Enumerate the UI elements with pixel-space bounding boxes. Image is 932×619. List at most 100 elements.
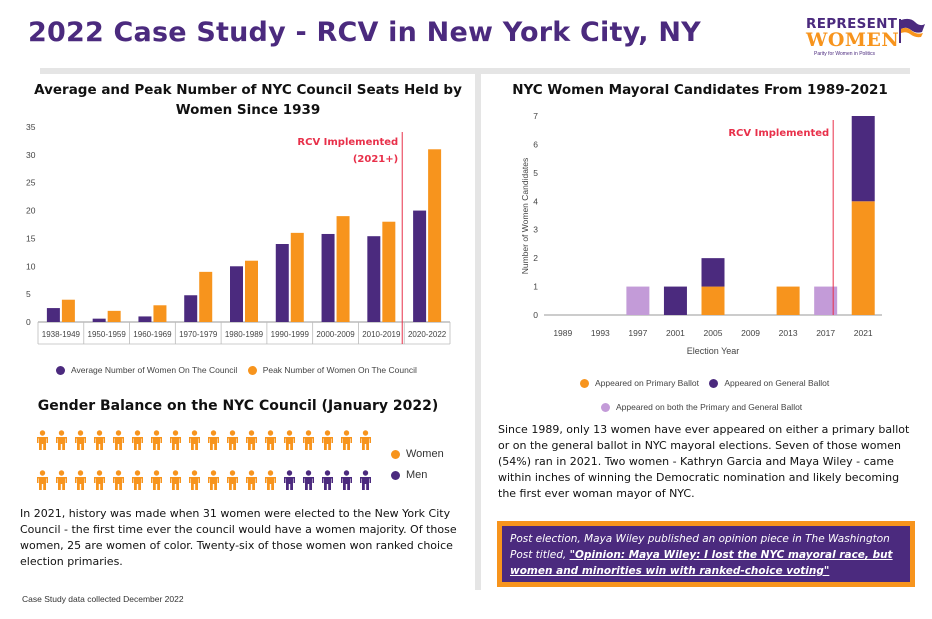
x-tick-label: 2000-2009 bbox=[316, 330, 355, 339]
woman-icon bbox=[75, 430, 86, 450]
avg-bar bbox=[230, 266, 243, 322]
woman-icon bbox=[56, 470, 67, 490]
y-tick-label: 25 bbox=[26, 178, 36, 188]
x-tick-label: 2005 bbox=[704, 328, 723, 338]
x-tick-label: 2017 bbox=[816, 328, 835, 338]
woman-icon bbox=[284, 430, 295, 450]
x-tick-label: 1960-1969 bbox=[133, 330, 172, 339]
woman-icon bbox=[189, 430, 200, 450]
avg-bar bbox=[92, 318, 106, 322]
represent-women-logo: REPRESENT WOMEN Parity for Women in Poli… bbox=[806, 16, 928, 60]
man-icon bbox=[303, 470, 314, 490]
woman-icon bbox=[265, 430, 276, 450]
x-tick-label: 1997 bbox=[628, 328, 647, 338]
both-bar bbox=[626, 286, 650, 315]
avg-bar bbox=[138, 316, 152, 322]
seats-legend: Average Number of Women On The Council P… bbox=[56, 365, 417, 376]
woman-icon bbox=[94, 470, 105, 490]
center-divider bbox=[475, 68, 481, 590]
gender-legend-women: Women bbox=[391, 448, 444, 460]
woman-icon bbox=[94, 430, 105, 450]
logo-line1: REPRESENT bbox=[806, 16, 898, 32]
x-tick-label: 2010-2019 bbox=[362, 330, 401, 339]
avg-bar bbox=[413, 210, 427, 322]
seats-chart-title: Average and Peak Number of NYC Council S… bbox=[34, 82, 462, 118]
avg-bar bbox=[275, 244, 289, 322]
woman-icon bbox=[151, 470, 162, 490]
logo-line2: WOMEN bbox=[806, 29, 900, 51]
woman-icon bbox=[75, 470, 86, 490]
y-tick-label: 30 bbox=[26, 150, 36, 160]
avg-bar bbox=[46, 308, 60, 322]
legend-primary-swatch bbox=[580, 379, 589, 389]
x-tick-label: 1950-1959 bbox=[88, 330, 127, 339]
x-tick-label: 2013 bbox=[779, 328, 798, 338]
rcv-annotation: RCV Implemented bbox=[728, 128, 829, 139]
legend-peak-label: Peak Number of Women On The Council bbox=[262, 365, 417, 375]
woman-icon bbox=[322, 430, 333, 450]
mayoral-chart-title: NYC Women Mayoral Candidates From 1989-2… bbox=[512, 82, 888, 98]
men-swatch bbox=[391, 470, 400, 480]
peak-bar bbox=[61, 299, 75, 322]
x-tick-label: 2021 bbox=[854, 328, 873, 338]
woman-icon bbox=[265, 470, 276, 490]
woman-icon bbox=[208, 430, 219, 450]
legend-general-swatch bbox=[709, 379, 719, 389]
woman-icon bbox=[303, 430, 314, 450]
rcv-annotation: RCV Implemented bbox=[297, 137, 398, 148]
x-tick-label: 1938-1949 bbox=[42, 330, 81, 339]
woman-icon bbox=[360, 430, 371, 450]
legend-avg-label: Average Number of Women On The Council bbox=[71, 365, 238, 375]
y-tick-label: 0 bbox=[26, 317, 31, 327]
y-tick-label: 5 bbox=[533, 168, 538, 178]
legend-both-swatch bbox=[601, 403, 610, 413]
legend-both-label: Appeared on both the Primary and General… bbox=[616, 402, 803, 412]
mayor-paragraph: Since 1989, only 13 women have ever appe… bbox=[498, 423, 910, 500]
woman-icon bbox=[37, 430, 48, 450]
woman-icon bbox=[189, 470, 200, 490]
general-bar bbox=[851, 116, 875, 202]
gender-title: Gender Balance on the NYC Council (Janua… bbox=[37, 398, 439, 414]
seats-chart: 0 5 10 15 20 25 30 35 1938-1949 1950-1959 1960-196… bbox=[26, 122, 451, 345]
peak-bar bbox=[428, 149, 442, 322]
x-tick-label: 1990-1999 bbox=[271, 330, 310, 339]
woman-icon bbox=[227, 430, 238, 450]
avg-bar bbox=[184, 295, 198, 322]
x-tick-label: 1989 bbox=[553, 328, 572, 338]
woman-icon bbox=[246, 470, 257, 490]
woman-icon bbox=[151, 430, 162, 450]
legend-avg-swatch bbox=[56, 366, 65, 376]
y-tick-label: 1 bbox=[533, 282, 538, 292]
peak-bar bbox=[199, 271, 213, 322]
men-label: Men bbox=[406, 469, 428, 481]
x-axis-title: Election Year bbox=[687, 346, 740, 356]
woman-icon bbox=[132, 430, 143, 450]
both-bar bbox=[814, 286, 838, 315]
legend-general-label: Appeared on General Ballot bbox=[724, 378, 830, 388]
primary-bar bbox=[851, 201, 875, 315]
x-tick-label: 2009 bbox=[741, 328, 760, 338]
page-title: 2022 Case Study - RCV in New York City, … bbox=[28, 17, 701, 48]
opinion-callout: Post election, Maya Wiley published an o… bbox=[497, 521, 915, 587]
primary-bar bbox=[701, 286, 725, 315]
avg-bar bbox=[321, 233, 335, 322]
mayor-legend-row1: Appeared on Primary Ballot Appeared on G… bbox=[580, 378, 830, 389]
council-paragraph: In 2021, history was made when 31 women … bbox=[20, 507, 457, 568]
x-tick-label: 1970-1979 bbox=[179, 330, 218, 339]
woman-icon bbox=[37, 470, 48, 490]
y-axis-title: Number of Women Candidates bbox=[520, 158, 530, 275]
woman-icon bbox=[208, 470, 219, 490]
y-tick-label: 20 bbox=[26, 206, 36, 216]
woman-icon bbox=[246, 430, 257, 450]
general-bar bbox=[663, 286, 687, 315]
opinion-link[interactable]: "Opinion: Maya Wiley: I lost the NYC may… bbox=[510, 549, 893, 577]
women-swatch bbox=[391, 449, 400, 459]
flag-icon bbox=[899, 18, 925, 43]
mayoral-chart: 0 1 2 3 4 5 6 7 Number of Women Candidates Electi… bbox=[520, 111, 882, 356]
peak-bar bbox=[153, 305, 167, 322]
mayor-legend-row2: Appeared on both the Primary and General… bbox=[601, 402, 803, 413]
peak-bar bbox=[245, 260, 258, 322]
man-icon bbox=[360, 470, 371, 490]
women-label: Women bbox=[406, 448, 444, 460]
legend-peak-swatch bbox=[247, 366, 257, 376]
